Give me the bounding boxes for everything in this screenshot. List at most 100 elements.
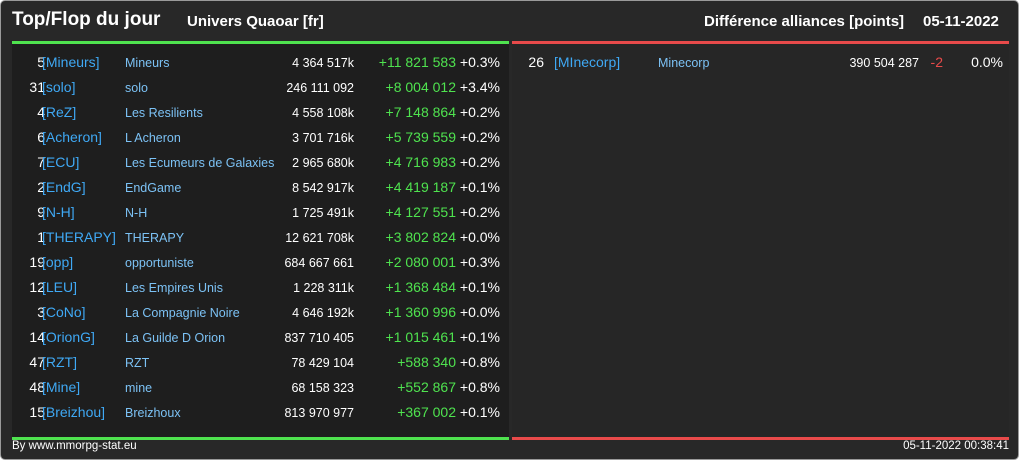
alliance-points: 4 364 517k <box>292 56 354 70</box>
alliance-name-link[interactable]: N-H <box>125 206 148 220</box>
alliance-rank: 6 <box>37 129 45 145</box>
footer-credit: By www.mmorpg-stat.eu <box>12 440 137 452</box>
alliance-tag-link[interactable]: [Acheron] <box>42 129 102 145</box>
top-row: 4 [ReZ] Les Resilients 4 558 108k +7 148 864… <box>12 101 509 126</box>
points-difference: +11 821 583 <box>378 54 456 70</box>
alliance-tag-link[interactable]: [THERAPY] <box>42 229 116 245</box>
alliance-points: 8 542 917k <box>292 181 354 195</box>
alliance-tag-link[interactable]: [CoNo] <box>42 304 86 320</box>
points-difference: +588 340 <box>397 354 456 370</box>
alliance-points: 684 667 661 <box>284 256 354 270</box>
points-difference: +4 419 187 <box>385 179 456 195</box>
alliance-points: 813 970 977 <box>284 406 354 420</box>
top-row: 15 [Breizhou] Breizhoux 813 970 977 +367 002… <box>12 401 509 426</box>
percent-change: +0.2% <box>459 154 500 170</box>
alliance-name-link[interactable]: Breizhoux <box>125 406 181 420</box>
percent-change: +0.8% <box>459 379 500 395</box>
alliance-tag-link[interactable]: [solo] <box>42 79 76 95</box>
top-row: 14 [OrionG] La Guilde D Orion 837 710 405 +1… <box>12 326 509 351</box>
alliance-points: 4 558 108k <box>292 106 354 120</box>
percent-change: +0.1% <box>459 279 500 295</box>
points-difference: +4 127 551 <box>385 204 456 220</box>
points-difference: +7 148 864 <box>385 104 456 120</box>
points-difference: +1 015 461 <box>385 329 456 345</box>
alliance-name-link[interactable]: opportuniste <box>125 256 194 270</box>
alliance-rank: 9 <box>37 204 45 220</box>
page-title: Top/Flop du jour <box>12 9 161 30</box>
alliance-name-link[interactable]: Les Ecumeurs de Galaxies <box>125 156 275 170</box>
alliance-tag-link[interactable]: [EndG] <box>42 179 86 195</box>
alliance-points: 1 228 311k <box>293 281 354 295</box>
alliance-points: 78 429 104 <box>291 356 354 370</box>
percent-change: +0.0% <box>459 304 500 320</box>
points-difference: -2 <box>930 54 943 70</box>
top-row: 6 [Acheron] L Acheron 3 701 716k +5 739 559 +… <box>12 126 509 151</box>
percent-change: +0.2% <box>459 129 500 145</box>
points-difference: +4 716 983 <box>385 154 456 170</box>
alliance-name-link[interactable]: Minecorp <box>658 56 710 70</box>
alliance-name-link[interactable]: solo <box>125 81 148 95</box>
alliance-rank: 15 <box>29 404 45 420</box>
top-row: 48 [Mine] mine 68 158 323 +552 867 +0.8% <box>12 376 509 401</box>
alliance-tag-link[interactable]: [Mineurs] <box>42 54 100 70</box>
section-title: Différence alliances [points] <box>704 13 905 30</box>
percent-change: +0.1% <box>459 329 500 345</box>
alliance-tag-link[interactable]: [N-H] <box>42 204 75 220</box>
universe-label: Univers Quaoar [fr] <box>187 13 324 30</box>
alliance-rank: 3 <box>37 304 45 320</box>
alliance-name-link[interactable]: Les Empires Unis <box>125 281 223 295</box>
alliance-tag-link[interactable]: [opp] <box>42 254 74 270</box>
alliance-points: 390 504 287 <box>849 56 919 70</box>
points-difference: +8 004 012 <box>385 79 456 95</box>
alliance-rank: 26 <box>528 54 544 70</box>
alliance-name-link[interactable]: L Acheron <box>125 131 181 145</box>
alliance-tag-link[interactable]: [Breizhou] <box>42 404 106 420</box>
alliance-name-link[interactable]: mine <box>125 381 153 395</box>
alliance-rank: 5 <box>37 54 45 70</box>
alliance-tag-link[interactable]: [RZT] <box>42 354 77 370</box>
alliance-rank: 48 <box>29 379 45 395</box>
points-difference: +1 368 484 <box>385 279 456 295</box>
top-row: 1 [THERAPY] THERAPY 12 621 708k +3 802 824 +0… <box>12 226 509 251</box>
top-row: 9 [N-H] N-H 1 725 491k +4 127 551 +0.2% <box>12 201 509 226</box>
percent-change: +0.3% <box>459 254 500 270</box>
flop-panel: 26 [MInecorp] Minecorp 390 504 287 -2 0.0% <box>512 41 1009 440</box>
alliance-name-link[interactable]: La Guilde D Orion <box>125 331 226 345</box>
alliance-tag-link[interactable]: [ECU] <box>42 154 80 170</box>
alliance-points: 3 701 716k <box>292 131 354 145</box>
top-row: 3 [CoNo] La Compagnie Noire 4 646 192k +1 36… <box>12 301 509 326</box>
alliance-tag-link[interactable]: [ReZ] <box>42 104 77 120</box>
top-panel: 5 [Mineurs] Mineurs 4 364 517k +11 821 583 +0… <box>12 41 509 440</box>
alliance-name-link[interactable]: RZT <box>125 356 150 370</box>
alliance-name-link[interactable]: THERAPY <box>125 231 185 245</box>
alliance-tag-link[interactable]: [LEU] <box>42 279 78 295</box>
alliance-rank: 4 <box>37 104 45 120</box>
top-row: 47 [RZT] RZT 78 429 104 +588 340 +0.8% <box>12 351 509 376</box>
top-row: 19 [opp] opportuniste 684 667 661 +2 080 001… <box>12 251 509 276</box>
percent-change: +0.8% <box>459 354 500 370</box>
alliance-tag-link[interactable]: [MInecorp] <box>554 54 621 70</box>
points-difference: +2 080 001 <box>385 254 456 270</box>
alliance-points: 4 646 192k <box>292 306 354 320</box>
alliance-rank: 2 <box>37 179 45 195</box>
alliance-points: 12 621 708k <box>285 231 354 245</box>
alliance-tag-link[interactable]: [OrionG] <box>42 329 95 345</box>
alliance-tag-link[interactable]: [Mine] <box>42 379 81 395</box>
percent-change: +0.1% <box>459 179 500 195</box>
alliance-name-link[interactable]: La Compagnie Noire <box>125 306 240 320</box>
alliance-rank: 31 <box>29 79 45 95</box>
alliance-name-link[interactable]: EndGame <box>125 181 182 195</box>
alliance-name-link[interactable]: Mineurs <box>125 56 170 70</box>
top-row: 12 [LEU] Les Empires Unis 1 228 311k +1 368 … <box>12 276 509 301</box>
points-difference: +552 867 <box>397 379 456 395</box>
alliance-rank: 14 <box>29 329 45 345</box>
percent-change: 0.0% <box>971 54 1003 70</box>
alliance-rank: 19 <box>29 254 45 270</box>
points-difference: +1 360 996 <box>385 304 456 320</box>
percent-change: +0.2% <box>459 104 500 120</box>
alliance-rank: 12 <box>29 279 45 295</box>
alliance-name-link[interactable]: Les Resilients <box>125 106 203 120</box>
percent-change: +3.4% <box>459 79 500 95</box>
top-row: 31 [solo] solo 246 111 092 +8 004 012 +3.4% <box>12 76 509 101</box>
